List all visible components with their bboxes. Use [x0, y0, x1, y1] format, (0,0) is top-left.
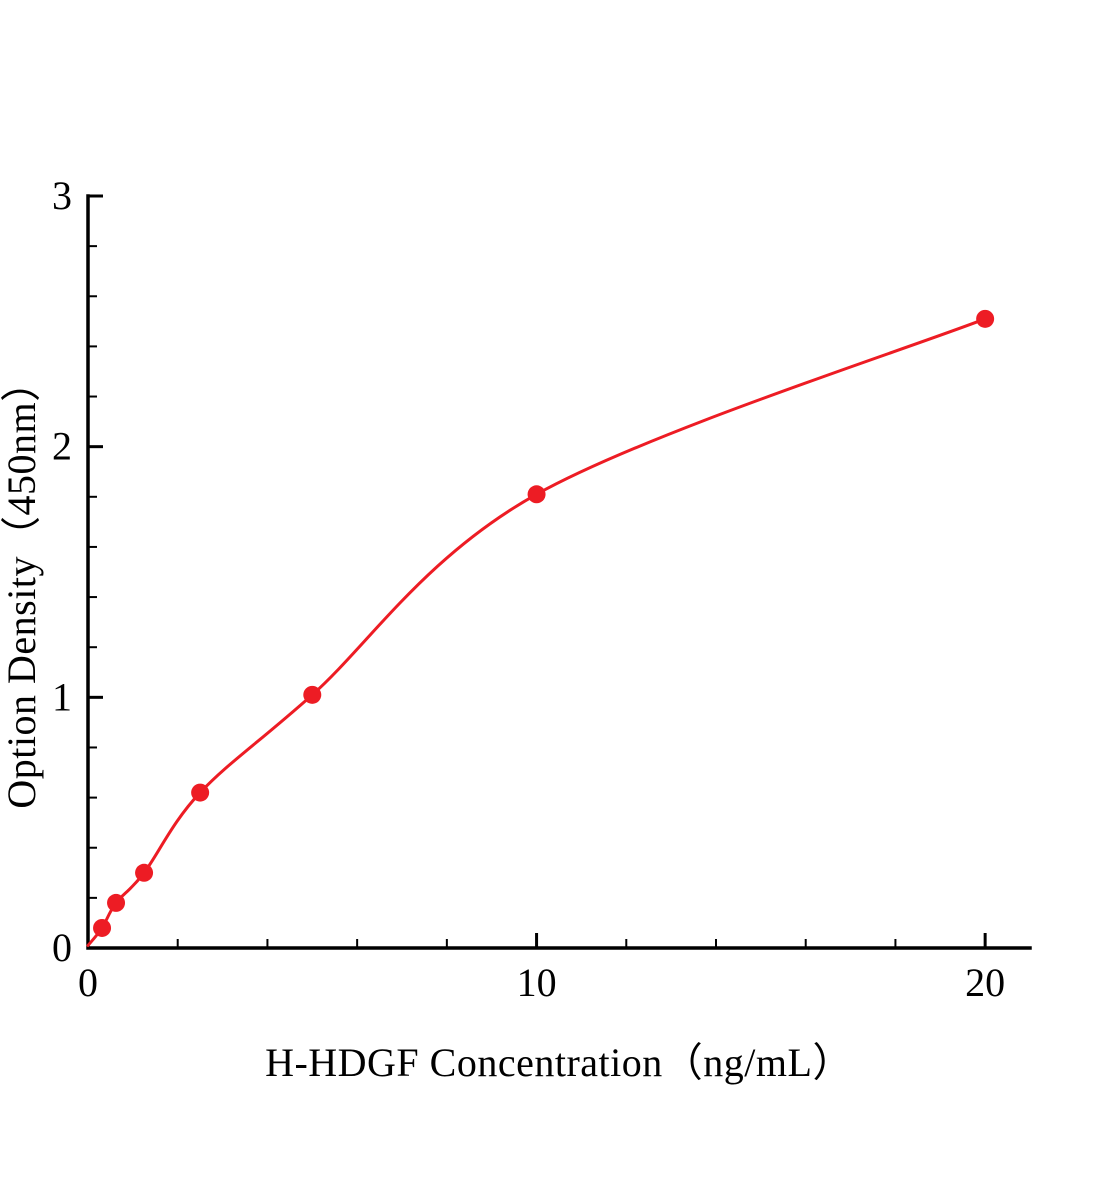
x-tick-label: 10 [517, 960, 557, 1005]
data-point-marker [107, 893, 126, 912]
y-axis-label: Option Density（450nm） [0, 361, 44, 809]
data-point-marker [303, 685, 322, 704]
standard-curve-line [86, 317, 987, 947]
data-point-marker [93, 918, 112, 937]
y-tick-label: 0 [52, 925, 72, 970]
axis-lines [86, 194, 1032, 950]
x-tick-label: 0 [78, 960, 98, 1005]
data-point-marker [191, 783, 210, 802]
y-tick-label: 3 [52, 173, 72, 218]
y-tick-label: 1 [52, 674, 72, 719]
data-point-marker [976, 309, 995, 328]
data-point-marker [135, 863, 154, 882]
data-point-marker [527, 485, 546, 504]
x-tick-label: 20 [965, 960, 1005, 1005]
y-tick-label: 2 [52, 424, 72, 469]
x-axis-label: H-HDGF Concentration（ng/mL） [265, 1040, 853, 1085]
